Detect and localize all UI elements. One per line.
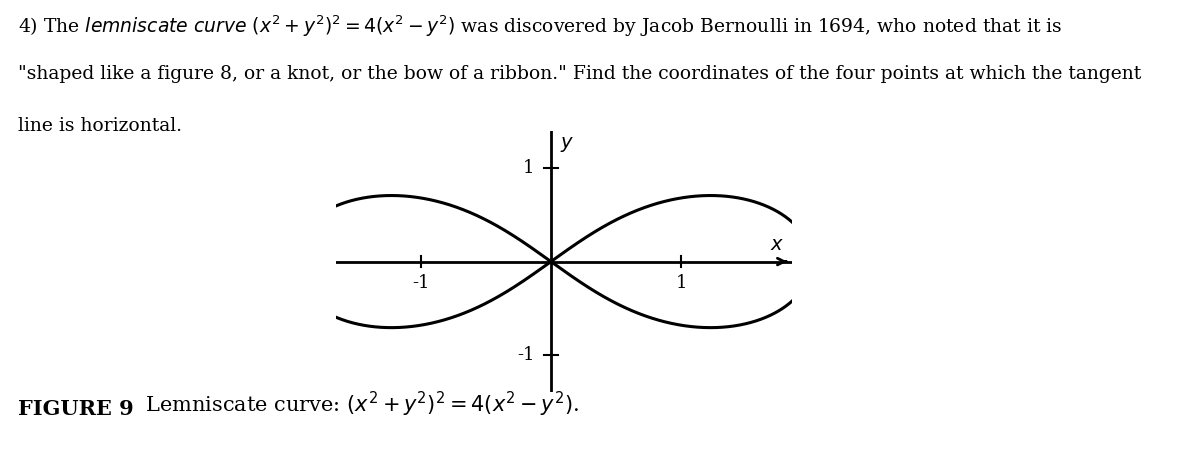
Text: 1: 1: [523, 159, 535, 177]
Text: Lemniscate curve: $(x^2 + y^2)^2 = 4(x^2 - y^2)$.: Lemniscate curve: $(x^2 + y^2)^2 = 4(x^2…: [132, 390, 580, 419]
Text: -1: -1: [412, 274, 430, 292]
Text: line is horizontal.: line is horizontal.: [18, 117, 182, 135]
Text: "shaped like a figure 8, or a knot, or the bow of a ribbon." Find the coordinate: "shaped like a figure 8, or a knot, or t…: [18, 65, 1141, 83]
Text: 4) The $\it{lemniscate\ curve}$ $(x^2 + y^2)^2 = 4(x^2 - y^2)$ was discovered by: 4) The $\it{lemniscate\ curve}$ $(x^2 + …: [18, 14, 1062, 39]
Text: 1: 1: [676, 274, 688, 292]
Text: $x$: $x$: [770, 236, 784, 254]
Text: -1: -1: [517, 346, 535, 364]
Text: FIGURE 9: FIGURE 9: [18, 400, 133, 419]
Text: $y$: $y$: [560, 134, 575, 153]
